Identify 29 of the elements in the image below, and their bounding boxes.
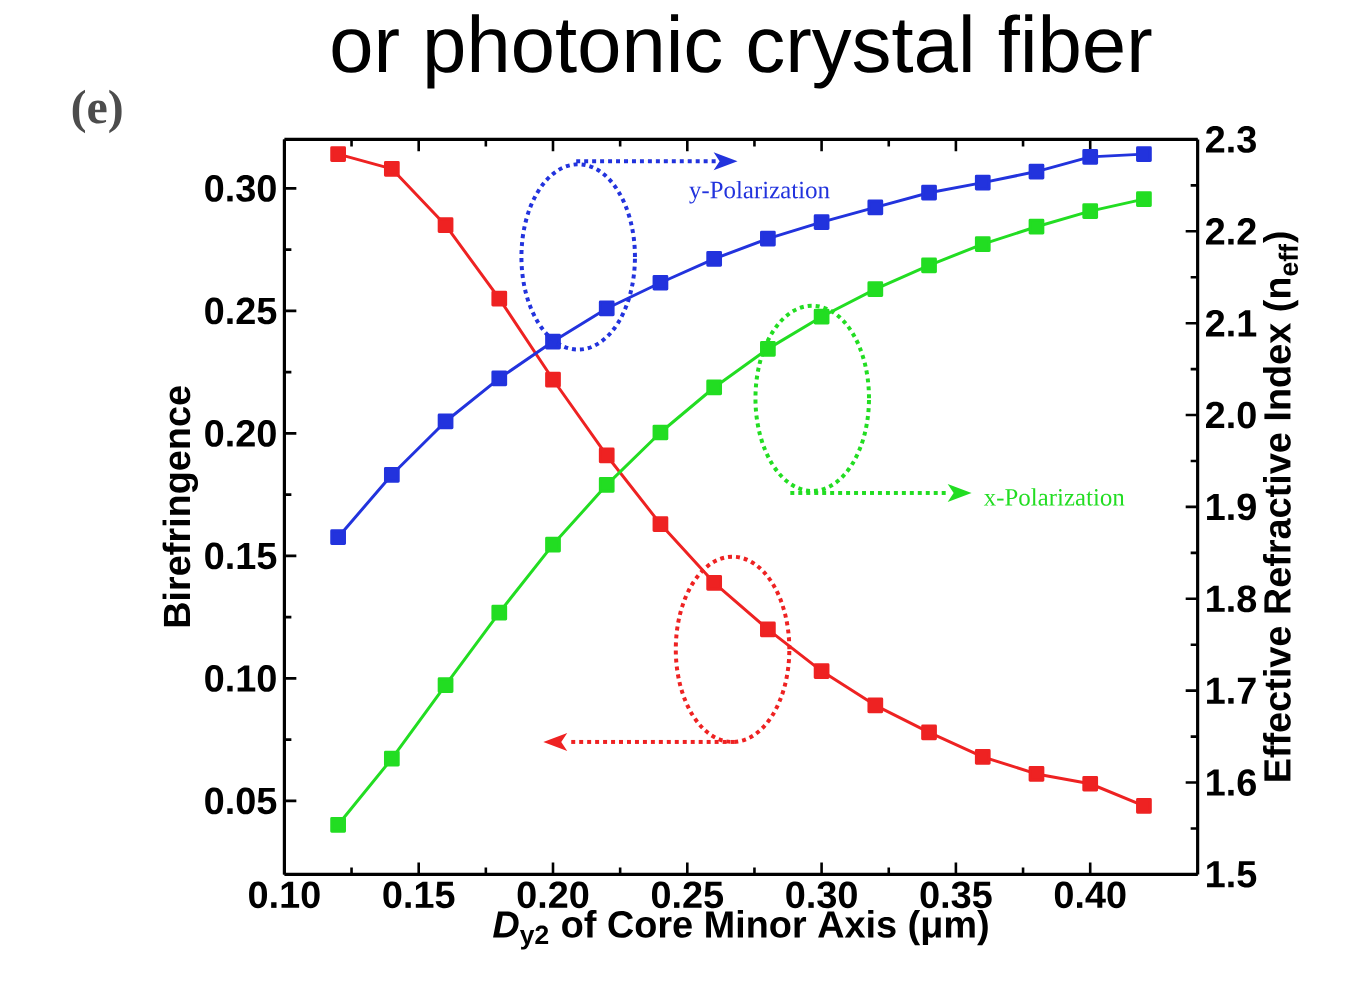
y2-tick-label: 1.8 xyxy=(1207,585,1257,613)
y-tick-label: 0.20 xyxy=(205,420,276,447)
x-tick-label: 0.40 xyxy=(1054,881,1126,909)
chart-title: or photonic crystal fiber xyxy=(332,14,1152,89)
x-tick-label: 0.20 xyxy=(517,881,589,909)
y2-tick-label: 2.3 xyxy=(1206,126,1256,153)
y2-tick-label: 1.5 xyxy=(1207,861,1257,888)
y2-tick-label: 1.6 xyxy=(1207,769,1256,796)
y-tick-label: 0.05 xyxy=(205,787,277,815)
series-label: y-Polarization xyxy=(689,180,830,204)
y-tick-label: 0.30 xyxy=(205,175,276,202)
x-tick-label: 0.15 xyxy=(383,881,455,909)
x-tick-label: 0.30 xyxy=(786,881,857,909)
y-tick-label: 0.10 xyxy=(205,665,276,692)
x-axis-title: D$_{y2}$ of Core Minor Axis (μm) xyxy=(493,910,988,950)
y2-tick-label: 1.9 xyxy=(1207,493,1256,521)
y-tick-label: 0.25 xyxy=(205,297,277,325)
text: (e) xyxy=(72,89,122,134)
y2-tick-label: 2.0 xyxy=(1206,401,1256,429)
x-tick-label: 0.35 xyxy=(920,881,992,909)
y2-axis-title: Effective Refractive Index (n$_{eff}$) xyxy=(1262,232,1299,781)
y2-tick-label: 2.1 xyxy=(1206,309,1257,337)
y-tick-label: 0.15 xyxy=(205,542,277,570)
y2-tick-label: 2.2 xyxy=(1206,218,1256,245)
x-tick-label: 0.25 xyxy=(651,881,724,909)
legend-label: x-Polarization xyxy=(983,488,1125,506)
y-axis-title: Birefringence xyxy=(162,386,198,627)
y2-tick-label: 1.7 xyxy=(1207,677,1256,704)
x-tick-label: 0.10 xyxy=(249,881,320,909)
